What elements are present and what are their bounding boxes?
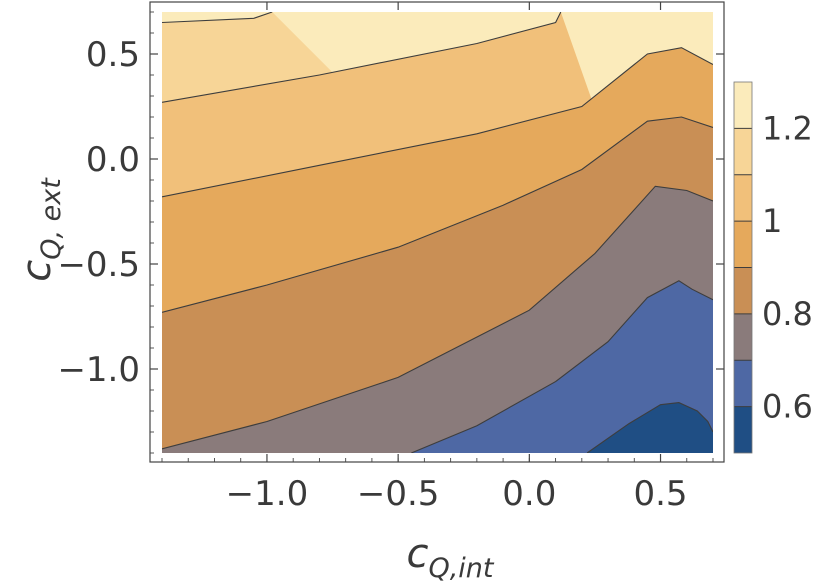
colorbar-tick-label: 1 <box>762 202 782 240</box>
contour-line <box>162 185 713 450</box>
colorbar-band <box>734 267 752 314</box>
y-axis-label: cQ, ext <box>14 177 67 282</box>
x-axis: −1.0 −0.5 0.0 0.5 <box>161 2 714 514</box>
colorbar-band <box>734 82 752 129</box>
contour-line <box>411 280 713 453</box>
y-tick-label: 0.5 <box>86 35 140 75</box>
y-tick-label: −0.5 <box>57 245 140 285</box>
colorbar-band <box>734 313 752 361</box>
colorbar-tick-label: 0.6 <box>762 388 813 426</box>
plot-area <box>149 1 725 463</box>
colorbar-band <box>734 128 752 175</box>
x-tick-label: −1.0 <box>226 474 309 514</box>
band-region <box>587 402 713 453</box>
x-tick-label: 0.5 <box>633 474 687 514</box>
contour-line <box>586 402 713 453</box>
colorbar-band <box>734 221 752 268</box>
contour-line <box>162 47 713 198</box>
x-axis-label: cQ,int <box>406 531 494 583</box>
colorbar-tick-label: 1.2 <box>762 109 813 147</box>
y-tick-label: 0.0 <box>86 140 140 180</box>
band-region <box>411 280 713 453</box>
contour-line <box>162 12 562 103</box>
x-tick-label: 0.0 <box>502 474 556 514</box>
colorbar-frame <box>733 81 753 454</box>
y-axis: 0.5 0.0 −0.5 −1.0 <box>57 11 724 454</box>
x-tick-label: −0.5 <box>357 474 440 514</box>
colorbar: 1.2 1 0.8 0.6 <box>733 81 813 454</box>
contour-line <box>162 12 273 24</box>
colorbar-band <box>734 360 752 407</box>
colorbar-band <box>734 174 752 222</box>
colorbar-tick-label: 0.8 <box>762 295 813 333</box>
contour-line <box>162 116 713 313</box>
y-tick-label: −1.0 <box>57 350 140 390</box>
colorbar-band <box>734 406 752 453</box>
